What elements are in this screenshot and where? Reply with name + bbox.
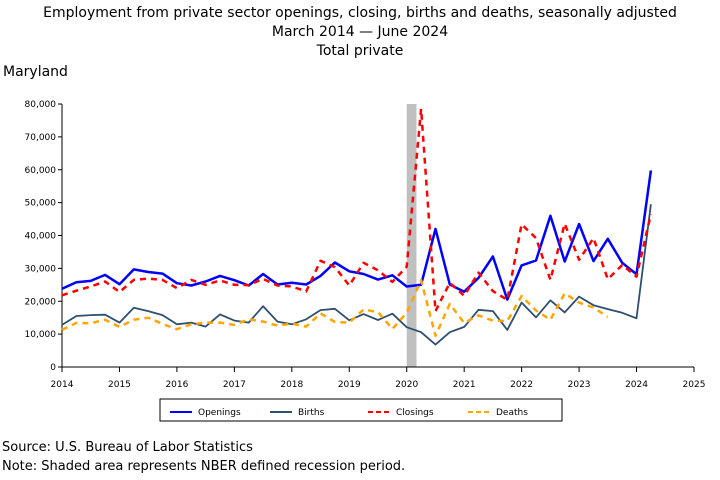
y-tick-label: 70,000 [25,133,57,143]
legend-box [159,398,563,422]
legend: Openings Births Closings Deaths [159,398,563,422]
chart-subtitle: Total private [316,43,404,59]
x-tick-label: 2015 [108,380,131,390]
x-tick-label: 2025 [683,380,706,390]
series-line-openings [61,170,653,301]
region-label: Maryland [3,64,68,80]
legend-label-closings: Closings [396,408,434,418]
y-tick-label: 40,000 [25,232,57,242]
recession-band [406,104,417,367]
legend-label-births: Births [298,408,325,418]
x-tick-label: 2021 [453,380,476,390]
y-tick-label: 50,000 [25,199,57,209]
y-tick-label: 30,000 [25,264,57,274]
chart-svg: 0 10,000 20,000 30,000 40,000 50,000 60,000 70,… [25,100,706,422]
x-tick-label: 2023 [568,380,591,390]
series-line-deaths [61,278,609,338]
y-tick-label: 60,000 [25,166,57,176]
legend-label-openings: Openings [198,408,241,418]
series-line-closings [61,107,653,313]
legend-label-deaths: Deaths [496,408,528,418]
chart-date-range: March 2014 — June 2024 [271,24,449,40]
chart-title: Employment from private sector openings,… [43,5,677,21]
x-tick-label: 2019 [338,380,361,390]
series-line-births [61,204,652,346]
x-tick-label: 2017 [223,380,246,390]
y-tick-label: 20,000 [25,297,57,307]
x-tick-label: 2022 [510,380,533,390]
y-tick-label: 0 [50,363,56,373]
x-tick-label: 2014 [51,380,74,390]
y-tick-label: 10,000 [25,330,57,340]
x-tick-label: 2018 [280,380,303,390]
x-tick-label: 2016 [165,380,188,390]
source-note: Source: U.S. Bureau of Labor Statistics [2,440,253,455]
y-tick-label: 80,000 [25,100,57,110]
plot-area: 0 10,000 20,000 30,000 40,000 50,000 60,000 70,… [25,100,706,390]
x-tick-label: 2024 [625,380,648,390]
x-tick-label: 2020 [395,380,418,390]
recession-note: Note: Shaded area represents NBER define… [2,459,406,474]
